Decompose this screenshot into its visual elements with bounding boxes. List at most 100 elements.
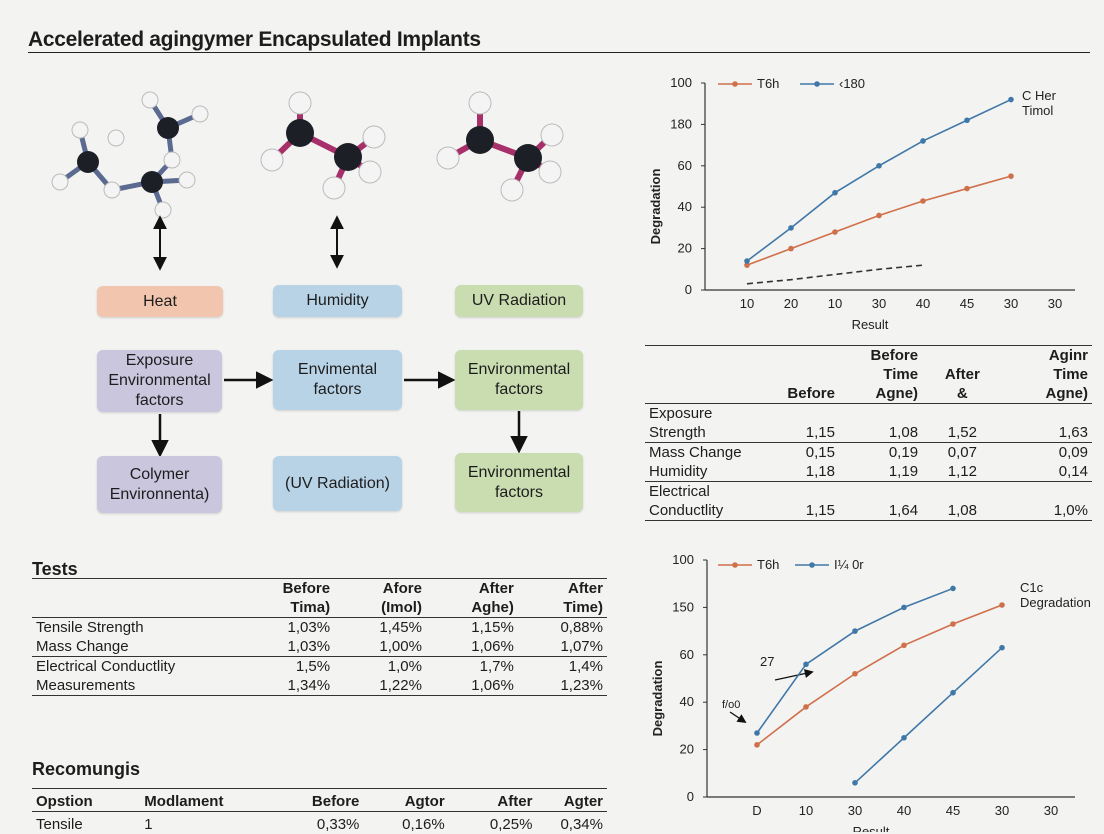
data-point [852,671,858,677]
series-line [855,648,1002,783]
stressor-box: Heat [97,286,223,317]
cell: 1,08 [922,482,1003,521]
data-point [950,621,956,627]
cell: 1,15 [764,404,839,443]
x-tick-label: 10 [799,803,813,818]
cell: 1,07% [518,637,607,657]
x-tick-label: 10 [828,296,842,311]
data-point [832,229,838,235]
x-tick-label: 45 [946,803,960,818]
data-point [788,225,794,231]
cell: 1,5% [256,657,334,677]
cell: Afore (Imol) [334,579,426,618]
cell: 0,09 0,14 [1003,443,1092,482]
x-tick-label: 30 [995,803,1009,818]
cell: Before Tima) [256,579,334,618]
stressor-box: UV Radiation [455,285,583,317]
cell: 0,07 1,12 [922,443,1003,482]
cell: Exposure Strength [645,404,764,443]
legend-label: T6h [757,76,779,91]
x-tick-label: 30 [872,296,886,311]
cell: 1,23% [518,676,607,696]
cell: 1,63 [1003,404,1092,443]
process-box: Colymer Environnenta) [97,456,222,513]
cell: 0,34% [536,812,607,834]
cell: Opstion [32,789,140,812]
process-box: Environmental factors [455,350,583,410]
data-point [950,690,956,696]
cell: Aginr Time Agne) [1003,346,1092,404]
x-tick-label: D [752,803,761,818]
x-tick-label: 45 [960,296,974,311]
y-tick-label: 40 [678,199,692,214]
data-point [1008,97,1014,103]
legend-marker [814,81,820,87]
cell: 1,00% [334,637,426,657]
header-row: Before Tima)Afore (Imol)After Aghe)After… [32,579,607,618]
cell: 1,03% [256,637,334,657]
cell: Electrical Conductlity [32,657,256,677]
y-tick-label: 0 [687,789,694,804]
cell: 1,06% [426,637,518,657]
data-point [754,730,760,736]
data-point [920,198,926,204]
y-tick-label: 40 [680,694,694,709]
cell: After Aghe) [426,579,518,618]
data-point [901,605,907,611]
x-tick-label: 20 [784,296,798,311]
cell [32,579,256,618]
data-point [950,586,956,592]
tests-table: Before Tima)Afore (Imol)After Aghe)After… [32,578,607,696]
cell: 1,34% [256,676,334,696]
data-point [999,645,1005,651]
series-line [757,588,953,733]
cell: 1,4% [518,657,607,677]
cell: 1,22% [334,676,426,696]
x-axis-label: Result [852,317,889,332]
cell [645,346,764,404]
data-point [876,213,882,219]
annotation: f/o0 [722,699,740,711]
y-tick-label: 60 [680,647,694,662]
legend-label: ‹180 [839,76,865,91]
data-point [1008,173,1014,179]
x-tick-label: 30 [1004,296,1018,311]
legend-marker [732,81,738,87]
data-point [803,704,809,710]
cell: 1,0% [334,657,426,677]
y-axis-label: Degradation [650,661,665,737]
legend-marker [809,562,815,568]
stressor-box: Humidity [273,285,402,317]
cell: 1,15% [426,618,518,638]
section-title: Tests [32,559,78,580]
table: Before Tima)Afore (Imol)After Aghe)After… [32,579,607,696]
x-axis-label: Result [853,824,890,832]
process-box: (UV Radiation) [273,456,402,511]
cell: 1,45% [334,618,426,638]
process-box: Environmental factors [455,453,583,512]
y-tick-label: 100 [672,552,694,567]
cell: Mass Change Humidity [645,443,764,482]
series-line [757,605,1002,745]
y-tick-label: 0 [685,282,692,297]
x-tick-label: 40 [916,296,930,311]
data-point [901,643,907,649]
cell: After [449,789,537,812]
cell: 1,06% [426,676,518,696]
x-tick-label: 30 [848,803,862,818]
y-tick-label: 100 [670,75,692,90]
cell: Measurements [32,676,256,696]
cell: Agtor [363,789,448,812]
x-tick-label: 30 [1048,296,1062,311]
cell: 0,19 1,19 [839,443,922,482]
annotation: 27 [760,654,774,669]
